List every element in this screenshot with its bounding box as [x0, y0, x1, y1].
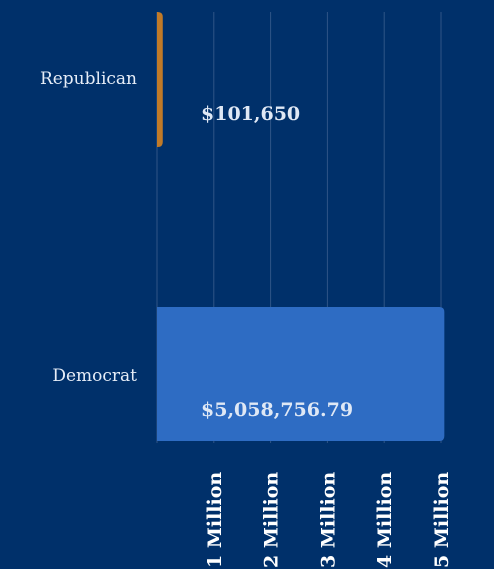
value-label-democrat: $5,058,756.79 [201, 399, 353, 421]
bar-democrat [157, 307, 445, 441]
x-tick-label-3: 3 Million [317, 472, 339, 568]
x-axis-ticks: 1 Million 2 Million 3 Million 4 Million 5 Mi… [204, 472, 453, 568]
x-tick-label-2: 2 Million [261, 472, 283, 568]
value-label-republican: $101,650 [201, 103, 300, 125]
labels: Republican $101,650 Democrat $5,058,756.79 [40, 69, 353, 421]
x-tick-label-1: 1 Million [204, 472, 226, 568]
bar-republican [157, 12, 163, 147]
x-tick-label-5: 5 Million [431, 472, 453, 568]
bars [157, 12, 445, 441]
x-tick-label-4: 4 Million [374, 472, 396, 568]
category-label-democrat: Democrat [52, 366, 137, 386]
category-label-republican: Republican [40, 69, 137, 89]
